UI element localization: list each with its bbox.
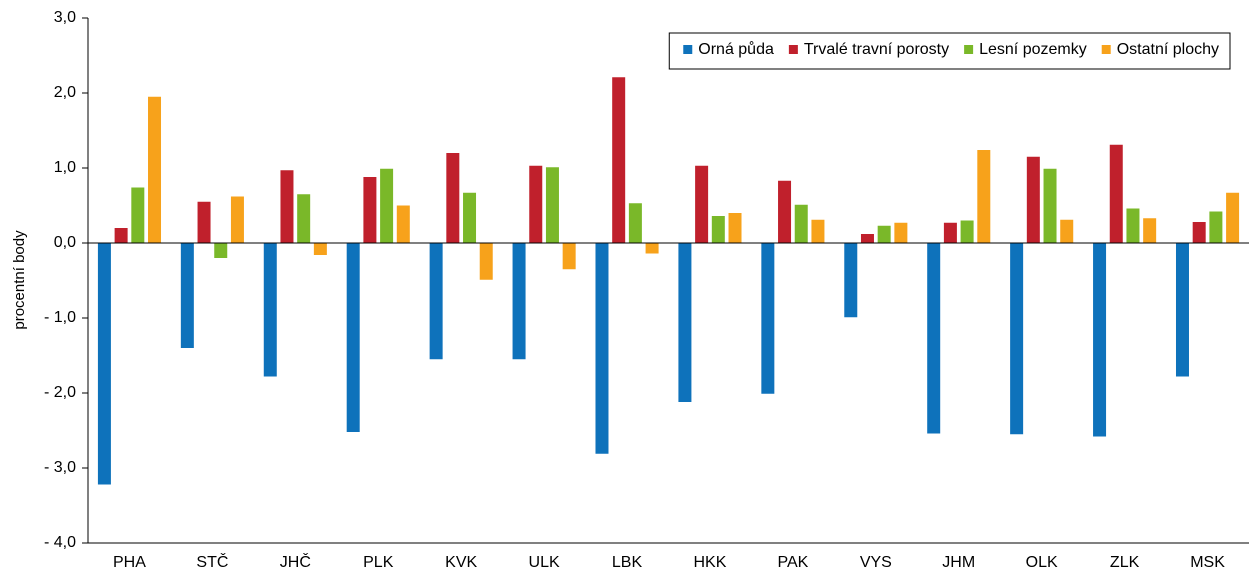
y-tick-label: - 2,0 xyxy=(44,384,76,401)
bar xyxy=(927,243,941,434)
legend-box xyxy=(668,32,1231,70)
bar xyxy=(230,196,244,243)
legend-label: Trvalé travní porosty xyxy=(804,41,949,58)
legend-swatch xyxy=(788,45,798,54)
x-tick-label: HKK xyxy=(694,554,727,571)
y-tick-label: - 4,0 xyxy=(44,534,76,551)
bar xyxy=(429,243,443,360)
bar xyxy=(214,243,228,258)
bar xyxy=(695,165,709,243)
y-tick-label: 2,0 xyxy=(54,84,76,101)
y-tick-label: 3,0 xyxy=(54,9,76,26)
bar xyxy=(380,168,394,243)
bar xyxy=(1226,192,1240,243)
bar xyxy=(463,192,477,243)
y-tick-label: - 3,0 xyxy=(44,459,76,476)
x-tick-label: JHM xyxy=(942,554,975,571)
x-tick-label: STČ xyxy=(196,552,228,571)
legend-swatch xyxy=(964,45,974,54)
bar xyxy=(346,243,360,432)
bar xyxy=(263,243,277,377)
bar xyxy=(131,187,145,243)
bar xyxy=(894,222,908,243)
bar xyxy=(114,228,128,243)
bar xyxy=(960,220,974,243)
bar xyxy=(396,205,410,243)
bar xyxy=(280,170,294,243)
x-tick-label: OLK xyxy=(1026,554,1058,571)
bar xyxy=(297,194,311,243)
x-tick-label: KVK xyxy=(445,554,477,571)
bar xyxy=(877,225,891,243)
bar xyxy=(180,243,194,348)
bar xyxy=(1093,243,1107,437)
bar xyxy=(1060,219,1074,243)
bar xyxy=(1126,208,1140,243)
bar xyxy=(794,204,808,243)
bar xyxy=(860,234,874,243)
bar xyxy=(628,203,642,243)
bar xyxy=(844,243,858,318)
bar xyxy=(1026,156,1040,243)
bar xyxy=(943,222,957,243)
bar xyxy=(479,243,493,280)
bar xyxy=(711,216,725,243)
bar xyxy=(313,243,327,255)
bar xyxy=(197,201,211,243)
bar xyxy=(977,150,991,243)
bar xyxy=(761,243,775,394)
x-tick-label: PHA xyxy=(113,554,146,571)
bar xyxy=(595,243,609,454)
legend-label: Orná půda xyxy=(698,40,774,58)
bar xyxy=(1143,218,1157,243)
bar xyxy=(545,167,559,243)
x-tick-label: ULK xyxy=(529,554,560,571)
bar xyxy=(512,243,526,360)
bar xyxy=(1209,211,1223,243)
bar xyxy=(529,165,543,243)
y-tick-label: 0,0 xyxy=(54,234,76,251)
bar xyxy=(562,243,576,270)
bar xyxy=(446,153,460,243)
legend-swatch xyxy=(1101,45,1111,54)
bar xyxy=(1175,243,1189,377)
bar xyxy=(1010,243,1024,435)
bar xyxy=(612,77,626,243)
bar xyxy=(778,180,792,243)
bar xyxy=(148,96,162,243)
legend-label: Lesní pozemky xyxy=(979,41,1087,58)
bar xyxy=(645,243,659,254)
bar xyxy=(728,213,742,243)
y-tick-label: - 1,0 xyxy=(44,309,76,326)
bar xyxy=(97,243,111,485)
bar xyxy=(1192,222,1206,243)
x-tick-label: PLK xyxy=(363,554,394,571)
x-tick-label: VYS xyxy=(860,554,892,571)
y-tick-label: 1,0 xyxy=(54,159,76,176)
y-axis-label: procentní body xyxy=(11,230,28,330)
legend-swatch xyxy=(683,45,693,54)
x-tick-label: MSK xyxy=(1190,554,1225,571)
bar xyxy=(1043,168,1057,243)
x-tick-label: JHČ xyxy=(280,552,311,571)
x-tick-label: ZLK xyxy=(1110,554,1140,571)
legend-label: Ostatní plochy xyxy=(1117,41,1219,58)
x-tick-label: LBK xyxy=(612,554,643,571)
bar xyxy=(678,243,692,402)
bar xyxy=(811,219,825,243)
bar xyxy=(363,177,377,243)
x-tick-label: PAK xyxy=(777,554,808,571)
bar xyxy=(1109,144,1123,243)
